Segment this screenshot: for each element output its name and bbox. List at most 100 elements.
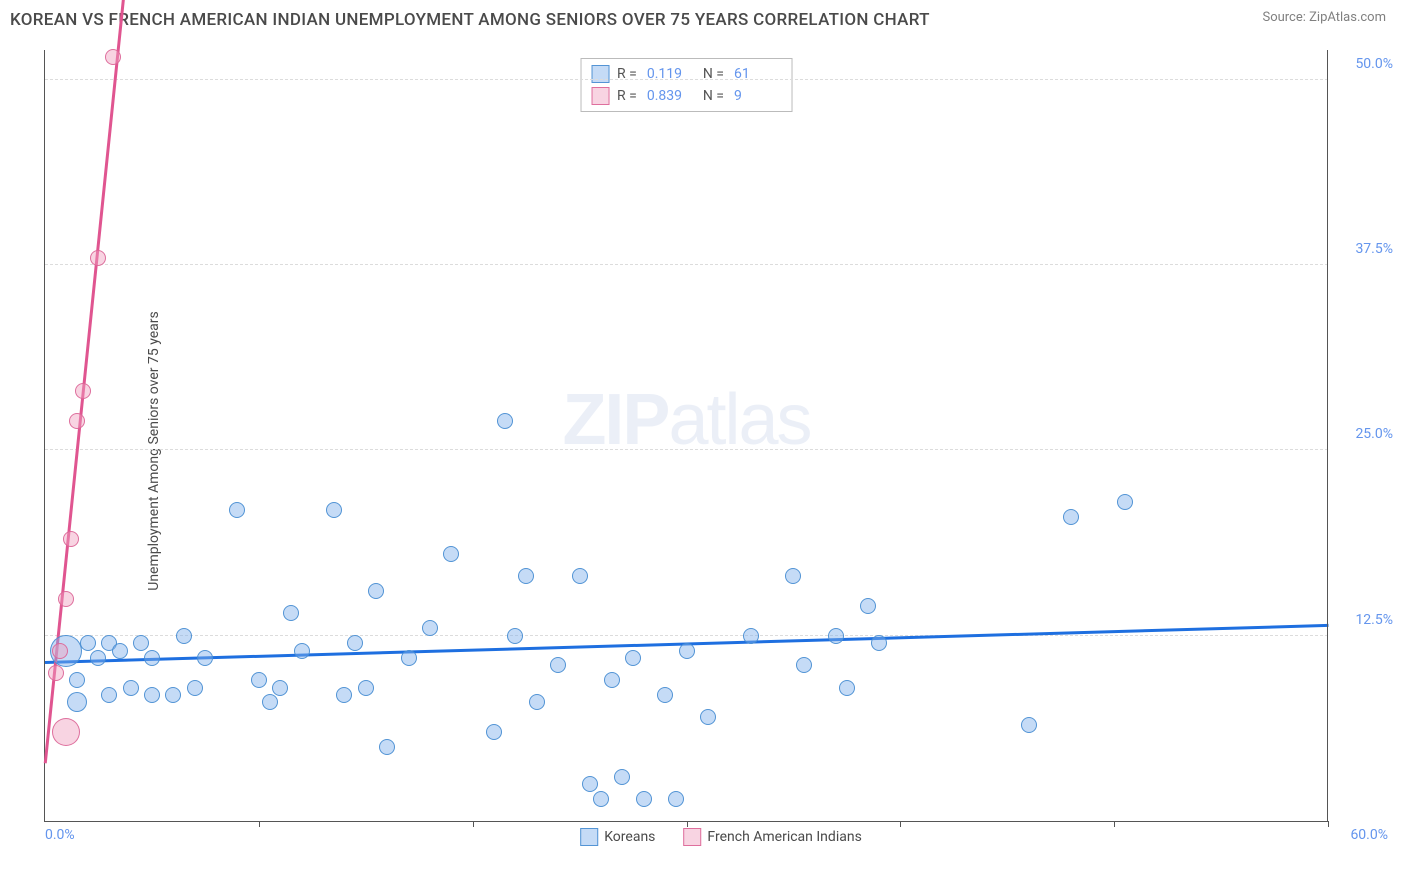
data-point <box>336 687 352 703</box>
data-point <box>657 687 673 703</box>
data-point <box>52 718 80 746</box>
chart-title: KOREAN VS FRENCH AMERICAN INDIAN UNEMPLO… <box>10 10 930 30</box>
data-point <box>347 635 363 651</box>
legend-row-koreans: R = 0.119 N = 61 <box>591 63 782 85</box>
data-point <box>550 657 566 673</box>
swatch-koreans <box>591 65 609 83</box>
data-point <box>48 665 64 681</box>
data-point <box>486 724 502 740</box>
data-point <box>123 680 139 696</box>
data-point <box>422 620 438 636</box>
data-point <box>112 643 128 659</box>
x-axis-min-label: 0.0% <box>45 827 75 843</box>
data-point <box>105 49 121 65</box>
legend-item-french: French American Indians <box>683 828 861 846</box>
x-tick <box>259 821 260 827</box>
data-point <box>69 413 85 429</box>
correlation-legend: R = 0.119 N = 61 R = 0.839 N = 9 <box>580 58 793 112</box>
legend-r-label: R = <box>617 88 637 104</box>
data-point <box>69 672 85 688</box>
swatch-french <box>683 828 701 846</box>
data-point <box>443 546 459 562</box>
y-tick-label: 12.5% <box>1338 612 1393 628</box>
data-point <box>604 672 620 688</box>
data-point <box>839 680 855 696</box>
data-point <box>63 531 79 547</box>
x-tick <box>473 821 474 827</box>
chart-container: Unemployment Among Seniors over 75 years… <box>44 50 1398 852</box>
data-point <box>294 643 310 659</box>
y-tick-label: 37.5% <box>1338 241 1393 257</box>
data-point <box>133 635 149 651</box>
source-prefix: Source: <box>1262 10 1309 25</box>
data-point <box>614 769 630 785</box>
data-point <box>262 694 278 710</box>
data-point <box>229 502 245 518</box>
data-point <box>828 628 844 644</box>
data-point <box>358 680 374 696</box>
source-link[interactable]: ZipAtlas.com <box>1309 10 1386 25</box>
legend-n-value-french: 9 <box>734 88 782 104</box>
data-point <box>743 628 759 644</box>
swatch-koreans <box>580 828 598 846</box>
data-point <box>251 672 267 688</box>
legend-row-french: R = 0.839 N = 9 <box>591 85 782 107</box>
data-point <box>529 694 545 710</box>
data-point <box>379 739 395 755</box>
x-axis-max-label: 60.0% <box>1350 827 1388 843</box>
data-point <box>165 687 181 703</box>
gridline <box>45 635 1328 636</box>
legend-label-french: French American Indians <box>707 829 861 845</box>
data-point <box>668 791 684 807</box>
x-tick <box>687 821 688 827</box>
y-tick-label: 50.0% <box>1338 56 1393 72</box>
watermark-zip: ZIP <box>562 380 668 460</box>
data-point <box>80 635 96 651</box>
data-point <box>625 650 641 666</box>
y-tick-label: 25.0% <box>1338 426 1393 442</box>
data-point <box>144 650 160 666</box>
data-point <box>197 650 213 666</box>
data-point <box>368 583 384 599</box>
plot-area: ZIPatlas R = 0.119 N = 61 R = 0.839 N = … <box>44 50 1328 822</box>
data-point <box>1117 494 1133 510</box>
legend-label-koreans: Koreans <box>604 829 655 845</box>
data-point <box>283 605 299 621</box>
data-point <box>75 383 91 399</box>
watermark-atlas: atlas <box>668 380 810 460</box>
data-point <box>1021 717 1037 733</box>
data-point <box>90 650 106 666</box>
data-point <box>401 650 417 666</box>
data-point <box>785 568 801 584</box>
data-point <box>871 635 887 651</box>
gridline <box>45 449 1328 450</box>
data-point <box>90 250 106 266</box>
data-point <box>572 568 588 584</box>
data-point <box>507 628 523 644</box>
data-point <box>796 657 812 673</box>
gridline <box>45 79 1328 80</box>
data-point <box>518 568 534 584</box>
legend-item-koreans: Koreans <box>580 828 655 846</box>
chart-header: KOREAN VS FRENCH AMERICAN INDIAN UNEMPLO… <box>0 0 1406 35</box>
legend-n-label: N = <box>703 88 724 104</box>
data-point <box>101 687 117 703</box>
data-point <box>497 413 513 429</box>
x-tick <box>1114 821 1115 827</box>
data-point <box>176 628 192 644</box>
data-point <box>636 791 652 807</box>
x-tick <box>900 821 901 827</box>
gridline <box>45 264 1328 265</box>
data-point <box>187 680 203 696</box>
data-point <box>144 687 160 703</box>
data-point <box>326 502 342 518</box>
data-point <box>67 692 87 712</box>
data-point <box>582 776 598 792</box>
data-point <box>593 791 609 807</box>
x-tick <box>1328 821 1329 827</box>
data-point <box>679 643 695 659</box>
swatch-french <box>591 87 609 105</box>
legend-r-value-french: 0.839 <box>647 88 695 104</box>
source-attribution: Source: ZipAtlas.com <box>1262 10 1386 25</box>
data-point <box>700 709 716 725</box>
